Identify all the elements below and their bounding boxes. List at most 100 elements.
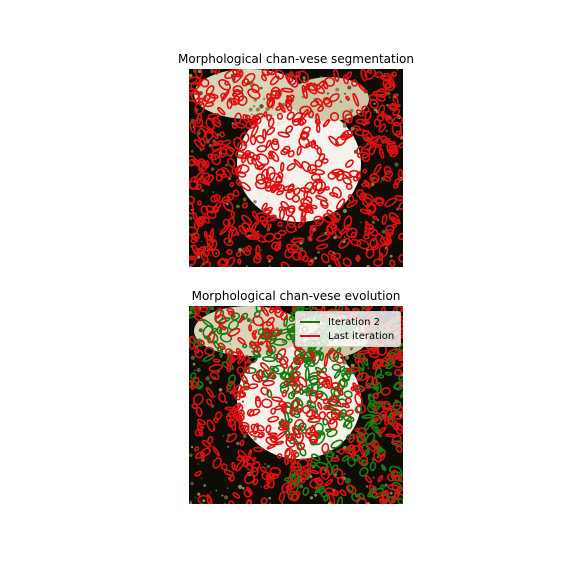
contour-blob (218, 342, 226, 351)
contour-blob (205, 85, 215, 96)
contour-blob (309, 469, 320, 475)
contour-blob (227, 217, 236, 227)
texture-speck (305, 128, 309, 132)
contour-blob (237, 350, 242, 361)
contour-blob (252, 478, 259, 486)
contour-blob (378, 123, 387, 133)
contour-blob (388, 144, 399, 154)
contour-blob (336, 386, 344, 396)
texture-speck (196, 367, 201, 373)
texture-speck (326, 131, 329, 134)
contour-blob (195, 406, 203, 417)
texture-speck (299, 484, 304, 489)
texture-speck (372, 476, 375, 479)
texture-speck (210, 167, 215, 171)
contour-blob (235, 459, 245, 472)
texture-speck (349, 108, 354, 113)
contour-blob (215, 314, 227, 325)
contour-blob (375, 197, 384, 207)
contour-blob (205, 386, 215, 399)
texture-speck (272, 107, 274, 109)
contour-blob (334, 227, 342, 239)
contour-blob (327, 491, 336, 504)
contour-blob (253, 254, 262, 264)
contour-blob (266, 443, 276, 450)
contour-blob (391, 71, 397, 78)
contour-blob (397, 497, 403, 504)
contour-blob (243, 355, 250, 364)
contour-blob (300, 208, 307, 222)
texture-speck (224, 495, 228, 500)
texture-speck (198, 237, 201, 240)
contour-blob (350, 238, 362, 247)
contour-blob (317, 401, 323, 410)
texture-speck (329, 439, 333, 443)
texture-speck (190, 481, 194, 486)
texture-speck (400, 362, 403, 365)
contour-blob (345, 433, 355, 440)
contour-blob (330, 457, 340, 463)
contour-blob (331, 408, 342, 416)
contour-blob (277, 229, 287, 236)
contour-blob (226, 98, 233, 110)
contour-blob (220, 89, 230, 102)
contour-blob (368, 348, 375, 355)
contour-blob (310, 204, 318, 210)
texture-speck (281, 502, 284, 504)
contour-blob (297, 70, 310, 84)
contour-blob (234, 112, 242, 124)
contour-blob (226, 364, 232, 373)
texture-speck (320, 75, 322, 78)
contour-blob (270, 140, 280, 151)
contour-blob (285, 222, 297, 234)
texture-speck (210, 255, 212, 257)
contour-blob (315, 113, 320, 125)
texture-speck (190, 355, 195, 360)
contour-blob (330, 439, 344, 449)
contour-blob (212, 358, 221, 363)
texture-speck (386, 91, 391, 96)
contour-blob (296, 442, 306, 451)
texture-speck (302, 76, 306, 80)
contour-blob (355, 254, 361, 262)
texture-speck (345, 179, 349, 183)
contour-blob (389, 259, 396, 267)
contour-blob (394, 489, 399, 501)
contour-blob (346, 366, 361, 373)
texture-speck (282, 121, 285, 124)
contour-blob (226, 433, 238, 443)
texture-speck (256, 328, 259, 331)
texture-speck (350, 348, 352, 351)
contour-blob (293, 158, 303, 169)
texture-speck (264, 226, 266, 228)
contour-blob (227, 327, 241, 337)
contour-blob (387, 418, 399, 428)
texture-speck (373, 102, 376, 105)
contour-blob (276, 112, 284, 120)
texture-speck (255, 107, 260, 112)
texture-speck (208, 380, 213, 385)
texture-speck (274, 145, 277, 147)
contour-blob (342, 74, 349, 85)
contour-blob (241, 214, 253, 226)
texture-speck (371, 220, 376, 224)
texture-speck (251, 113, 253, 116)
texture-speck (343, 235, 346, 238)
contour-blob (331, 363, 342, 372)
contour-blob (271, 138, 279, 146)
texture-speck (314, 493, 318, 497)
contour-blob (261, 356, 276, 363)
contour-blob (300, 470, 310, 481)
contour-blob (241, 222, 251, 233)
contour-blob (353, 125, 362, 131)
contour-blob (215, 411, 223, 420)
contour-blob (218, 392, 227, 403)
contour-blob (251, 461, 261, 473)
contour-blob (232, 85, 244, 96)
contour-blob (345, 159, 354, 169)
texture-speck (253, 437, 257, 441)
contour-blob (192, 211, 198, 222)
contour-blob (325, 449, 334, 463)
contour-blob (241, 78, 250, 87)
contour-blob (304, 367, 310, 382)
